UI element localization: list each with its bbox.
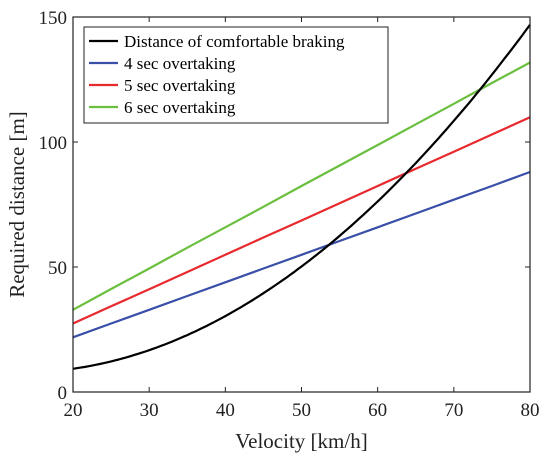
- series-line-2: [72, 116, 531, 325]
- series-layer: [72, 24, 531, 370]
- x-axis-label: Velocity [km/h]: [235, 429, 367, 453]
- legend-entry-2: 5 sec overtaking: [124, 76, 236, 95]
- series-line-1: [72, 170, 531, 339]
- y-tick-label: 50: [48, 258, 67, 279]
- x-tick-label: 30: [140, 400, 159, 421]
- x-tick-label: 20: [64, 400, 83, 421]
- x-tick-label: 80: [521, 400, 540, 421]
- x-tick-label: 50: [292, 400, 311, 421]
- y-tick-label: 150: [39, 8, 68, 29]
- x-tick-label: 60: [368, 400, 387, 421]
- legend-entry-1: 4 sec overtaking: [124, 54, 236, 73]
- x-tick-label: 40: [216, 400, 235, 421]
- series-line-3: [72, 61, 531, 311]
- y-axis-label: Required distance [m]: [5, 111, 29, 298]
- y-tick-label: 0: [58, 383, 68, 404]
- legend-entry-0: Distance of comfortable braking: [124, 32, 345, 51]
- legend-entry-3: 6 sec overtaking: [124, 98, 236, 117]
- legend-box: [83, 26, 389, 124]
- series-line-0: [72, 24, 531, 370]
- y-tick-label: 100: [39, 133, 68, 154]
- legend: Distance of comfortable braking 4 sec ove…: [83, 26, 389, 124]
- ticks-layer: 20 30 40 50 60 70 80 0 50 100 150: [39, 8, 540, 421]
- x-tick-label: 70: [444, 400, 463, 421]
